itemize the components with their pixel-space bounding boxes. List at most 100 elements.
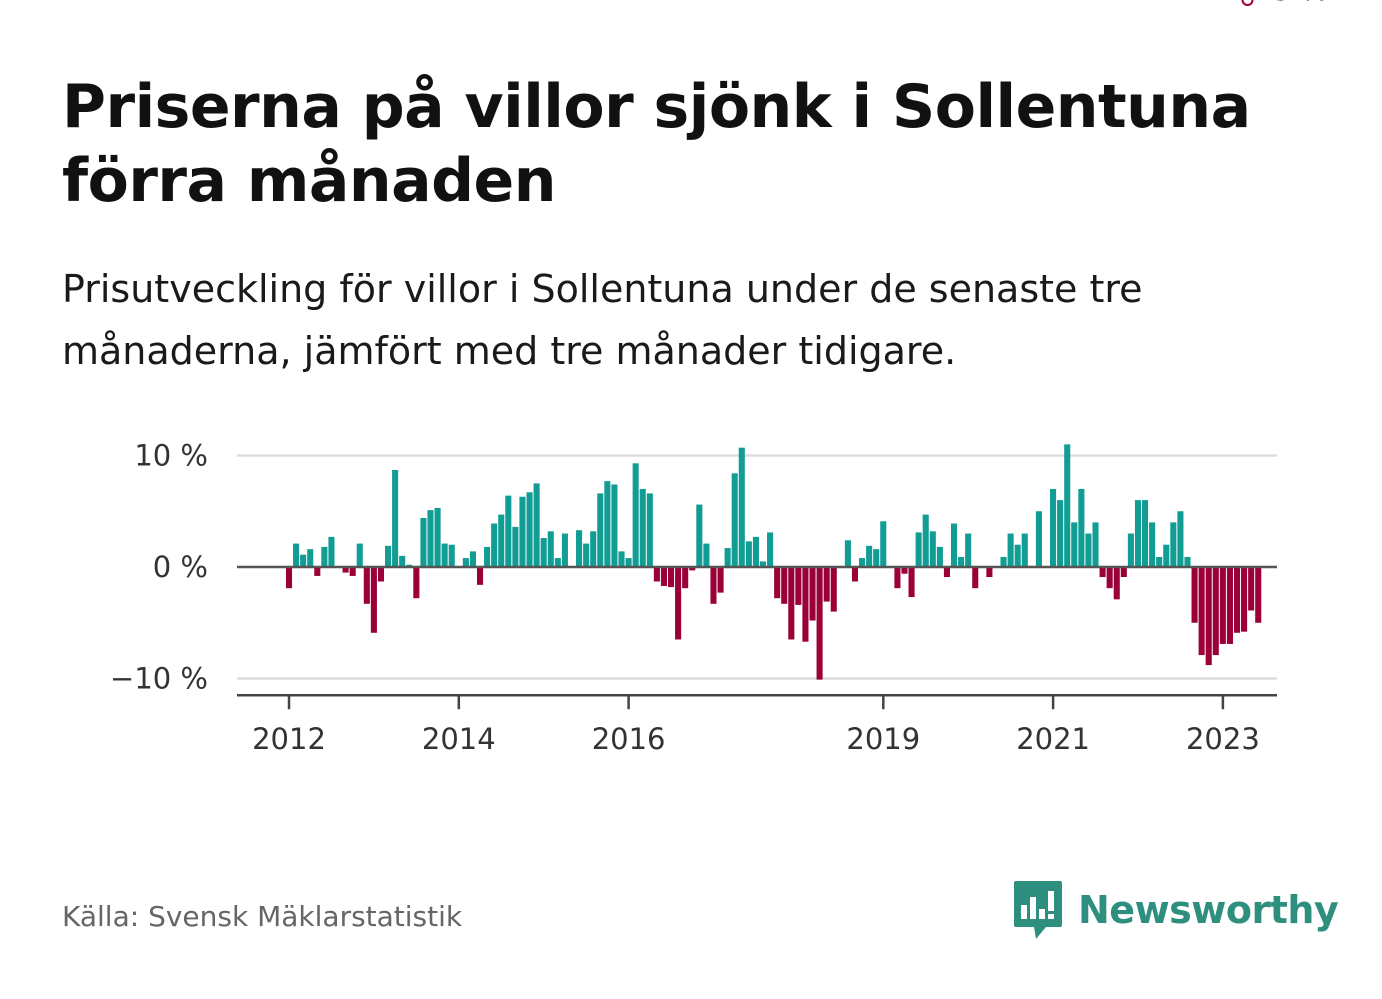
bar [1078,488,1085,567]
bar [498,514,505,568]
bar [1085,533,1092,567]
brand-name: Newsworthy [1078,888,1339,932]
y-tick-label: 0 % [153,550,208,584]
bar [724,548,731,567]
bar [554,558,561,567]
bar [597,493,604,567]
bar [385,545,392,567]
bar [703,543,710,568]
bar [427,510,434,567]
bar [590,531,597,567]
x-tick-label: 2019 [846,722,920,756]
annotation-label: −5 % [1249,0,1329,7]
bar [660,567,667,586]
bar [632,463,639,568]
bar [420,517,427,567]
x-tick-label: 2021 [1016,722,1090,756]
bar [958,556,965,568]
bar [802,567,809,642]
bar [476,567,484,585]
bar [1226,567,1233,644]
bar [512,526,519,567]
bar [1219,567,1226,644]
bar [293,543,300,568]
bar [533,483,540,568]
bar [285,567,293,589]
bar [526,492,533,567]
bar [738,447,745,567]
bar [1149,522,1156,567]
bar-chart: 10 % 0 % −10 % 2012 2014 2016 2019 2021 2023 −5 % [110,0,1328,756]
bar [1007,533,1014,567]
bar [1233,567,1241,633]
bar [986,567,993,578]
bar [1177,511,1184,567]
bar [965,533,972,567]
bar [484,546,491,567]
bar [759,561,767,567]
bar [441,543,448,568]
bar [625,558,632,567]
bar [611,484,618,567]
bar [314,567,321,576]
bar [767,532,774,567]
bar [809,567,816,621]
bar [1057,500,1064,567]
x-tick-label: 2012 [252,722,326,756]
bar [583,543,590,568]
x-tick-label: 2014 [422,722,496,756]
bar [505,495,512,567]
bar [540,538,547,567]
bar [851,567,859,582]
bar [922,514,929,568]
bar [915,532,922,567]
bar [1071,522,1078,567]
labels: 10 % 0 % −10 % 2012 2014 2016 2019 2021 2023 −5 % [110,0,1328,756]
bar [576,530,583,568]
bar [1184,556,1191,568]
bar [774,567,781,599]
bar [929,531,936,567]
bar [696,504,703,567]
bar [646,493,653,567]
bar [1000,556,1007,568]
bar [866,545,873,567]
bar [1198,567,1205,656]
bar [943,567,950,578]
bar [816,567,823,680]
bar [745,541,752,567]
bar [363,567,370,604]
bar [1035,511,1042,567]
bar [823,567,830,602]
bar [300,554,307,568]
bar [604,481,611,567]
bar [1205,567,1212,666]
bar [1092,522,1099,567]
bar [491,523,498,567]
bar [1156,556,1163,568]
bar [356,543,363,568]
x-tick-label: 2016 [592,722,666,756]
axes [237,565,1277,710]
newsworthy-logo-icon [1014,881,1062,939]
bar [682,567,689,589]
bar [667,567,675,588]
bar [908,567,915,598]
bar [1014,544,1021,567]
bar [1106,567,1113,589]
bar [1099,567,1106,578]
bar [1050,488,1057,567]
y-tick-label: −10 % [110,662,208,696]
source-note: Källa: Svensk Mäklarstatistik [62,900,463,933]
brand-logo[interactable]: Newsworthy [1012,878,1339,942]
bar [399,555,406,567]
bar [1134,500,1141,567]
bar [1163,544,1170,567]
bar [434,507,441,567]
bar [844,540,851,567]
bar [1120,567,1127,578]
bar [321,546,328,567]
bar [950,523,958,567]
bar [1064,444,1071,567]
bar [859,558,866,567]
